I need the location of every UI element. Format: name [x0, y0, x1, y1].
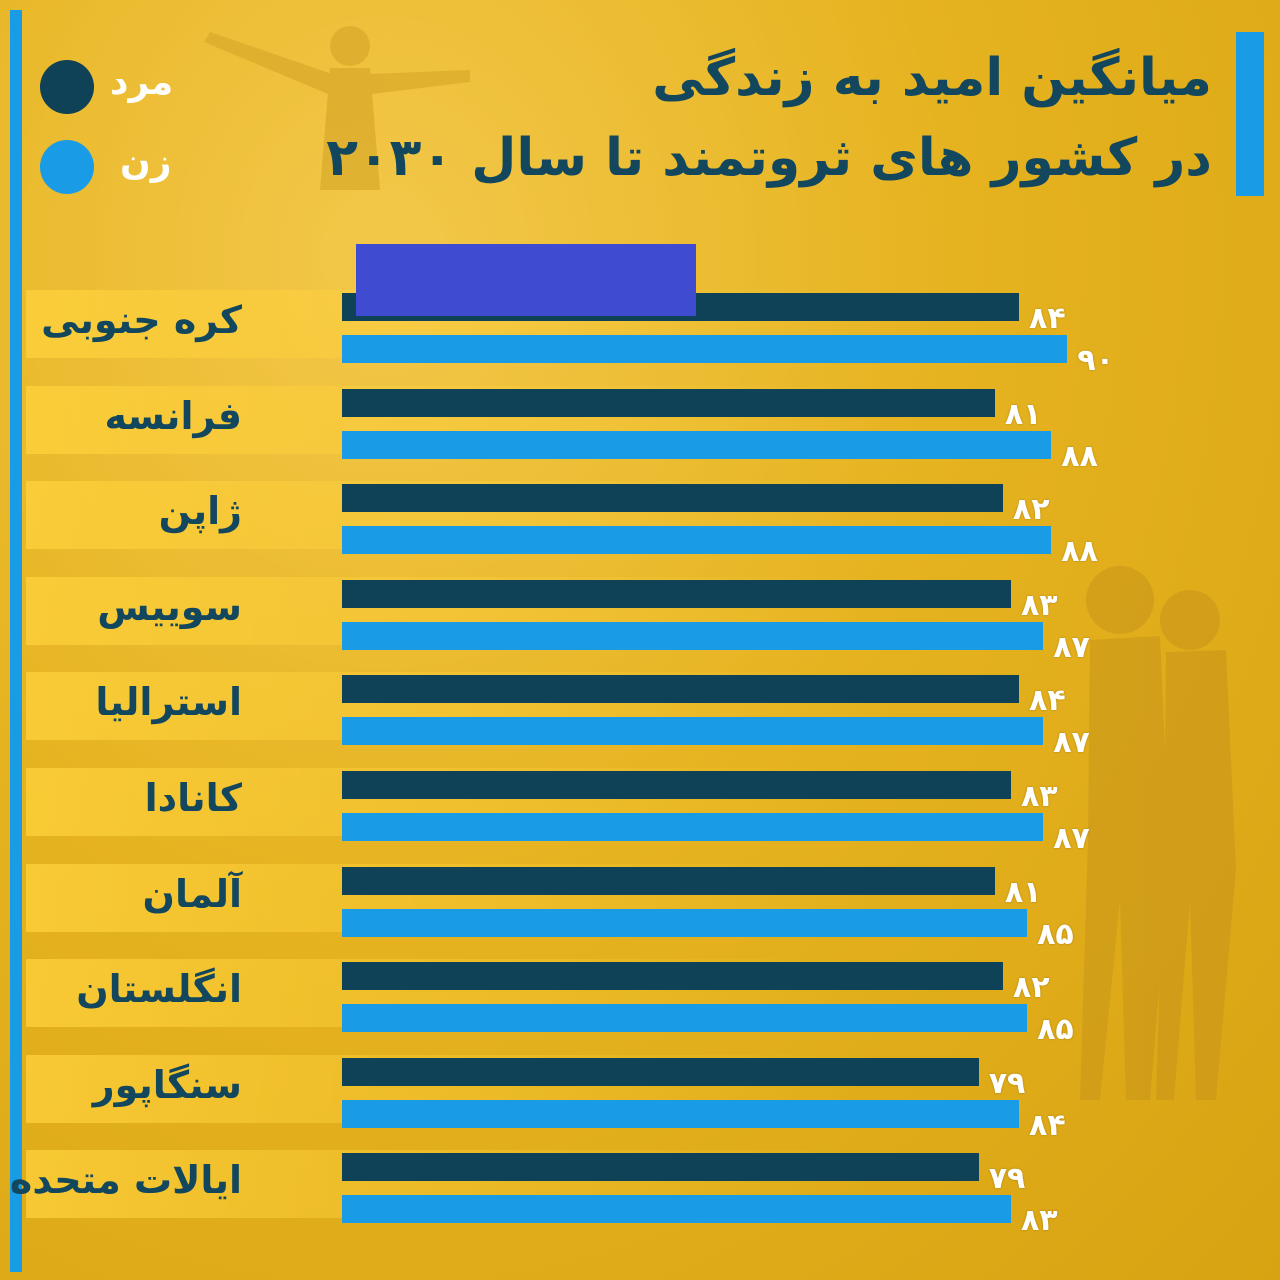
female-bar	[342, 1004, 1028, 1033]
right-accent-bar	[1236, 32, 1264, 196]
female-value-label: ۸۴	[1029, 1107, 1066, 1143]
male-value-label: ۸۲	[1012, 492, 1050, 528]
female-bar	[342, 335, 1068, 363]
male-value-label: ۸۴	[1029, 683, 1066, 719]
male-value-label: ۸۴	[1029, 301, 1066, 336]
male-bar	[342, 579, 1011, 608]
male-value-label: ۸۳	[1020, 779, 1058, 814]
male-bar	[342, 962, 1003, 991]
female-bar	[342, 908, 1028, 937]
female-bar	[342, 813, 1044, 841]
female-value-label: ۸۷	[1053, 629, 1090, 665]
female-value-label: ۸۷	[1053, 821, 1090, 856]
male-value-label: ۸۱	[1004, 396, 1042, 432]
female-value-label: ۸۸	[1061, 534, 1098, 570]
female-bar	[342, 717, 1044, 746]
male-bar	[342, 675, 1020, 704]
female-value-label: ۸۳	[1020, 1203, 1058, 1239]
male-value-label: ۸۱	[1004, 874, 1042, 910]
category-label: استرالیا	[95, 680, 242, 725]
male-value-label: ۷۹	[988, 1065, 1026, 1101]
legend-male-label: مرد	[110, 62, 174, 103]
male-bar	[342, 866, 995, 895]
female-value-label: ۸۵	[1037, 916, 1074, 952]
category-label: سوییس	[97, 584, 242, 629]
female-value-label: ۸۷	[1053, 725, 1090, 761]
female-bar	[342, 526, 1052, 555]
category-label: ژاپن	[158, 489, 242, 534]
male-bar	[342, 771, 1011, 799]
legend-male-swatch	[40, 60, 94, 114]
female-value-label: ۸۸	[1061, 438, 1098, 474]
female-value-label: ۸۵	[1037, 1012, 1074, 1048]
male-value-label: ۸۳	[1020, 587, 1058, 623]
person-silhouette-icon	[204, 26, 470, 190]
category-label: سنگاپور	[92, 1062, 242, 1107]
category-label: فرانسه	[104, 393, 242, 438]
male-bar	[342, 484, 1003, 513]
chart-title-line-1: میانگین امید به زندگی	[652, 48, 1212, 108]
female-bar	[342, 430, 1052, 459]
category-label: انگلستان	[76, 967, 242, 1012]
category-label: کره جنوبی	[41, 298, 242, 342]
male-value-label: ۸۲	[1012, 970, 1050, 1006]
category-label: آلمان	[142, 871, 242, 916]
female-bar	[342, 621, 1044, 650]
male-bar	[342, 388, 995, 417]
left-accent-bar	[10, 10, 22, 1272]
redaction-block	[356, 244, 696, 316]
male-value-label: ۷۹	[988, 1161, 1026, 1197]
category-label: ایالات متحده	[9, 1158, 242, 1203]
legend-female-label: زن	[120, 142, 172, 183]
legend-female-swatch	[40, 140, 94, 194]
male-bar	[342, 1057, 979, 1086]
chart-title-line-2: در کشور های ثروتمند تا سال ۲۰۳۰	[326, 128, 1212, 188]
male-bar	[342, 1153, 979, 1182]
female-bar	[342, 1195, 1011, 1224]
female-value-label: ۹۰	[1077, 343, 1115, 378]
category-label: کانادا	[144, 776, 242, 820]
female-bar	[342, 1099, 1020, 1128]
